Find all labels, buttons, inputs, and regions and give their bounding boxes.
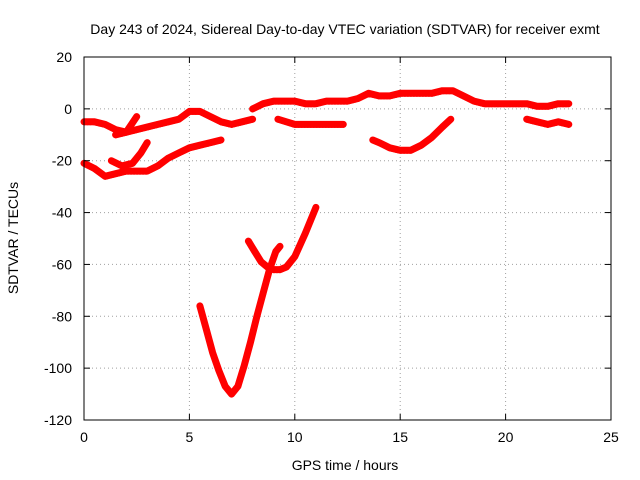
series-track-g xyxy=(80,136,225,180)
series-track-b xyxy=(112,107,257,139)
series-track-f-markers xyxy=(525,119,571,128)
series-track-i-markers xyxy=(198,246,282,398)
series-track-c-markers xyxy=(251,91,571,113)
series-track-c xyxy=(249,87,573,113)
series-track-j-markers xyxy=(246,207,318,274)
x-tick-label: 5 xyxy=(186,429,194,445)
series-track-h-markers xyxy=(109,143,149,170)
series-track-g-markers xyxy=(82,140,223,180)
series-track-d xyxy=(274,115,347,128)
axis-ticks: 0 5 10 15 20 25 20 0 -20 -40 -60 -80 -100 -120 xyxy=(44,49,619,445)
grid xyxy=(84,57,611,420)
series-track-f xyxy=(523,115,573,128)
y-tick-label: 20 xyxy=(56,49,72,65)
y-tick-label: -120 xyxy=(44,412,72,428)
x-tick-label: 25 xyxy=(603,429,619,445)
series-track-b-markers xyxy=(114,111,255,139)
x-axis-label: GPS time / hours xyxy=(292,457,399,473)
y-tick-label: -20 xyxy=(52,153,72,169)
y-tick-label: -60 xyxy=(52,256,72,272)
series-track-e-markers xyxy=(371,119,453,154)
x-tick-label: 0 xyxy=(80,429,88,445)
data-series xyxy=(80,87,573,398)
plot-frame xyxy=(83,56,612,421)
x-tick-label: 20 xyxy=(498,429,514,445)
x-tick-label: 15 xyxy=(392,429,408,445)
y-tick-label: -100 xyxy=(44,360,72,376)
y-tick-label: -80 xyxy=(52,308,72,324)
y-axis-label: SDTVAR / TECUs xyxy=(5,182,21,294)
series-track-d-markers xyxy=(276,119,345,128)
y-tick-label: 0 xyxy=(64,101,72,117)
x-tick-label: 10 xyxy=(287,429,303,445)
chart-title: Day 243 of 2024, Sidereal Day-to-day VTE… xyxy=(90,21,599,37)
y-tick-label: -40 xyxy=(52,205,72,221)
